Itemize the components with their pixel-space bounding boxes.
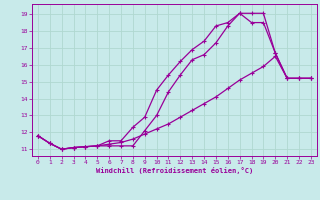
X-axis label: Windchill (Refroidissement éolien,°C): Windchill (Refroidissement éolien,°C) bbox=[96, 167, 253, 174]
